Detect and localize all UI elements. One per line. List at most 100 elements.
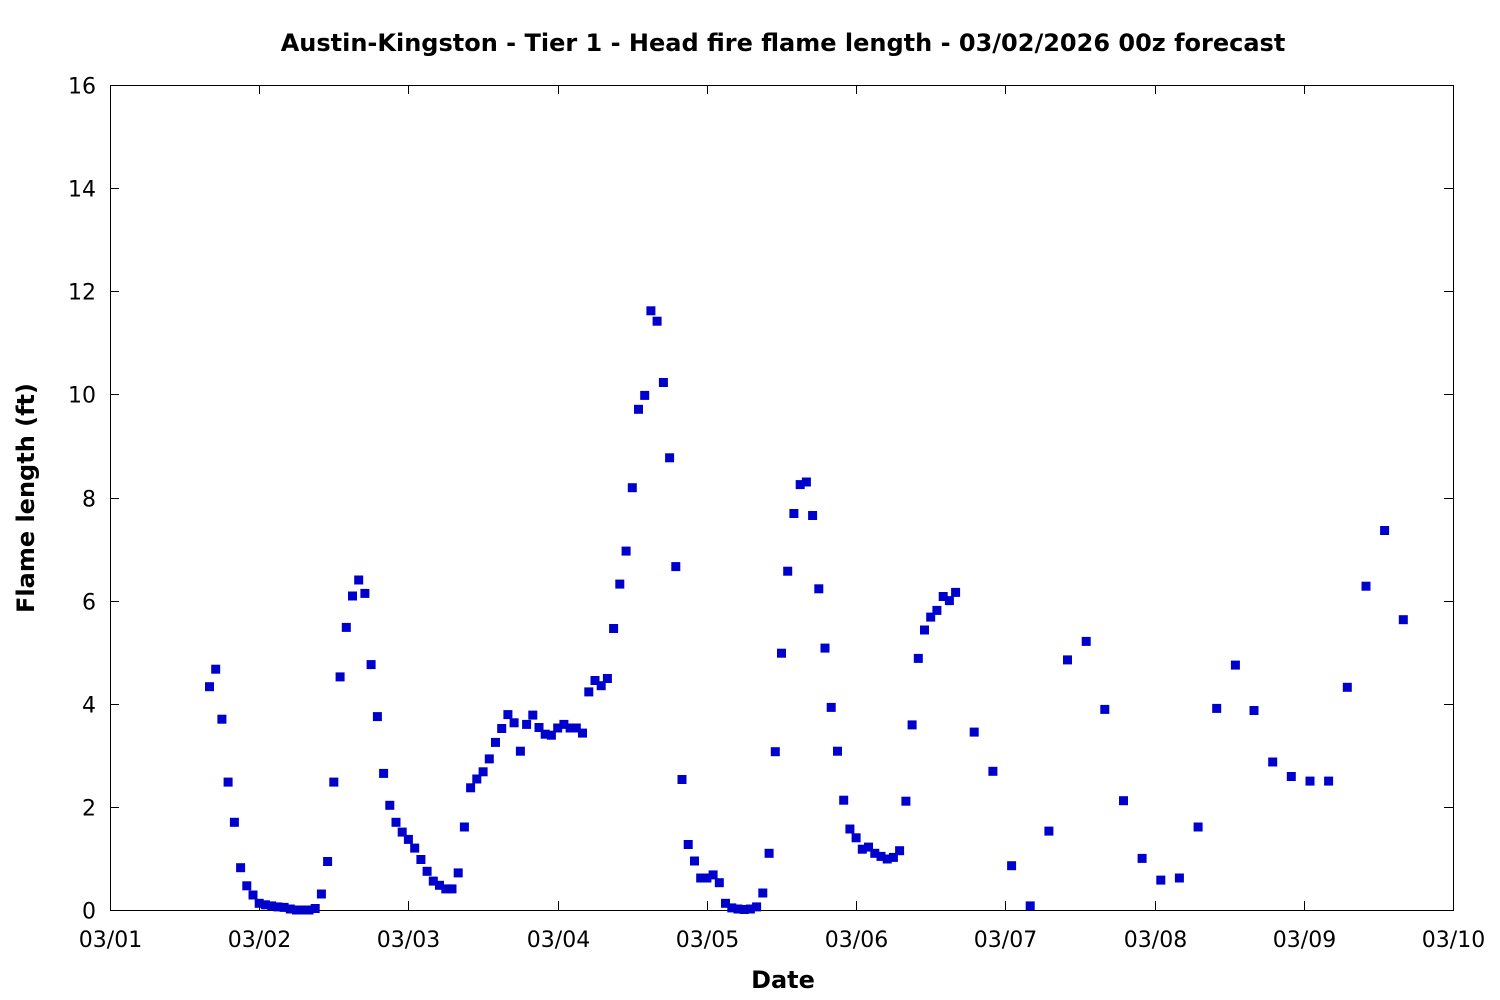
data-point-19	[323, 857, 333, 866]
data-point-83	[721, 898, 730, 908]
data-point-119	[944, 596, 954, 606]
data-point-49	[509, 718, 519, 728]
data-point-72	[652, 316, 662, 326]
data-point-122	[988, 766, 998, 776]
data-point-130	[1137, 853, 1147, 863]
data-point-29	[385, 800, 395, 810]
data-point-113	[907, 720, 917, 730]
data-point-111	[895, 846, 905, 856]
data-point-110	[888, 852, 898, 862]
x-tick-label: 03/04	[527, 928, 590, 953]
data-point-102	[839, 795, 849, 805]
data-point-54	[540, 729, 550, 739]
data-point-32	[403, 834, 413, 844]
data-point-115	[920, 625, 929, 635]
data-point-8	[254, 898, 264, 908]
data-point-26	[366, 660, 376, 670]
data-point-39	[447, 884, 457, 894]
data-point-144	[1398, 615, 1408, 625]
data-point-105	[857, 844, 867, 854]
data-point-37	[435, 880, 444, 890]
data-point-81	[708, 870, 718, 880]
data-point-16	[304, 905, 314, 915]
data-point-127	[1081, 636, 1091, 646]
data-point-103	[845, 824, 855, 834]
data-point-33	[410, 843, 420, 853]
y-axis-label: Flame length (ft)	[12, 383, 40, 613]
data-point-68	[627, 483, 637, 493]
data-point-35	[422, 866, 432, 876]
data-point-139	[1305, 776, 1315, 786]
data-point-82	[714, 878, 724, 888]
data-point-74	[665, 453, 675, 463]
data-point-98	[814, 584, 824, 594]
data-point-4	[229, 817, 239, 827]
data-point-7	[248, 890, 258, 900]
data-point-62	[590, 676, 600, 685]
data-point-5	[236, 863, 246, 873]
data-point-86	[739, 905, 749, 914]
x-tick-label: 03/10	[1422, 928, 1485, 953]
data-point-15	[298, 905, 308, 915]
data-point-135	[1230, 660, 1240, 670]
data-points	[205, 306, 1408, 915]
x-tick-label: 03/02	[228, 928, 291, 953]
x-tick-label: 03/06	[825, 928, 888, 953]
data-point-27	[372, 712, 382, 722]
y-tick-label: 2	[82, 797, 96, 822]
y-tick-label: 16	[68, 75, 96, 100]
data-point-99	[820, 643, 830, 653]
x-tick-label: 03/07	[974, 928, 1037, 953]
data-point-90	[764, 848, 774, 858]
data-point-120	[951, 587, 961, 597]
x-tick-label: 03/08	[1124, 928, 1187, 953]
data-point-17	[310, 904, 320, 913]
data-point-51	[522, 719, 532, 729]
data-point-12	[279, 902, 289, 912]
data-point-73	[658, 378, 668, 387]
data-point-77	[683, 840, 693, 849]
data-point-53	[534, 723, 544, 732]
data-point-45	[484, 754, 494, 764]
data-point-67	[621, 546, 631, 556]
data-point-124	[1025, 901, 1035, 911]
y-tick-label: 14	[68, 178, 96, 203]
data-point-59	[571, 723, 581, 733]
data-point-143	[1380, 526, 1390, 535]
data-point-129	[1119, 796, 1128, 806]
data-point-87	[745, 904, 755, 914]
data-point-36	[428, 876, 438, 886]
data-point-23	[348, 591, 357, 601]
data-point-75	[671, 562, 681, 572]
y-tick-label: 10	[68, 384, 96, 409]
data-point-64	[602, 674, 612, 683]
data-point-57	[559, 719, 569, 729]
data-point-133	[1193, 822, 1203, 832]
data-point-95	[795, 480, 805, 490]
y-axis: 0 2 4 6 8 10 12 14 16	[68, 75, 1453, 925]
data-point-136	[1249, 706, 1259, 715]
data-point-3	[223, 777, 233, 787]
plot-frame	[110, 85, 1454, 911]
data-point-2	[217, 714, 227, 724]
data-point-52	[528, 710, 538, 720]
data-point-138	[1286, 772, 1296, 781]
data-point-56	[553, 723, 563, 733]
data-point-13	[285, 904, 295, 914]
y-tick-label: 12	[68, 281, 96, 306]
data-point-18	[316, 889, 326, 899]
data-point-22	[341, 622, 351, 632]
data-point-14	[292, 905, 301, 915]
data-point-93	[783, 566, 793, 576]
data-point-118	[938, 592, 948, 601]
x-tick-label: 03/03	[377, 928, 440, 953]
data-point-71	[646, 306, 656, 316]
data-point-48	[503, 710, 513, 720]
data-point-116	[926, 612, 936, 622]
data-point-91	[770, 747, 780, 757]
data-point-42	[466, 783, 476, 793]
data-point-50	[515, 746, 525, 756]
data-point-43	[472, 774, 482, 784]
data-point-89	[758, 888, 768, 898]
x-tick-label: 03/01	[79, 928, 142, 953]
